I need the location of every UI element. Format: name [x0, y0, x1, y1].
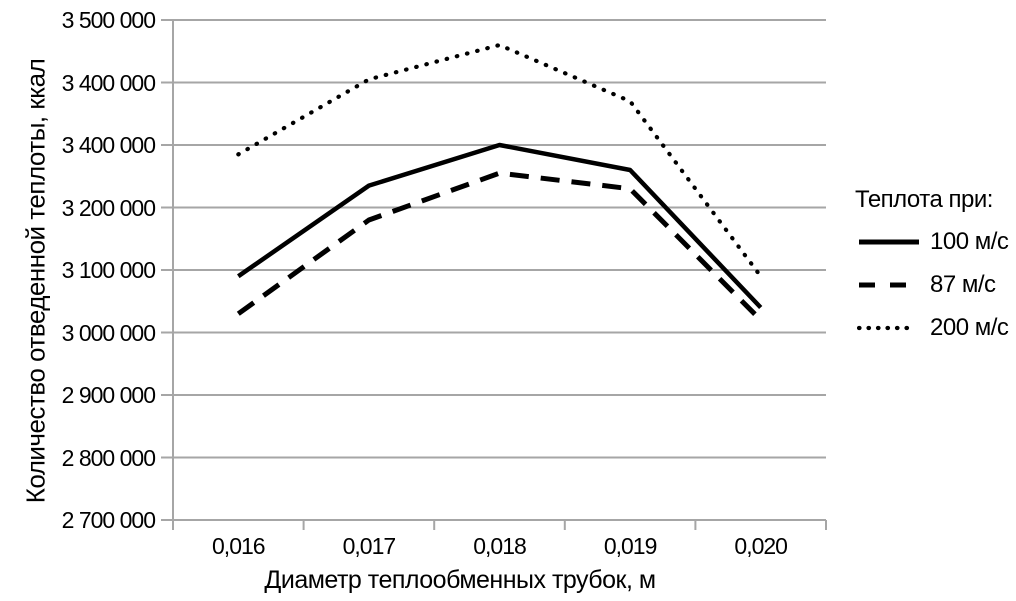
legend-item-label: 100 м/с: [930, 228, 1009, 255]
x-tick-label: 0,020: [734, 533, 788, 559]
x-tick-label: 0,018: [473, 533, 527, 559]
legend: Теплота при: 100 м/с 87 м/с 200 м/с: [853, 186, 1015, 343]
legend-item: 100 м/с: [853, 227, 1015, 257]
legend-item: 200 м/с: [853, 313, 1015, 343]
series-line-dashed: [236, 170, 763, 322]
y-tick-label: 3 400 000: [61, 132, 156, 158]
legend-item: 87 м/с: [853, 270, 1015, 300]
legend-items: 100 м/с 87 м/с 200 м/с: [853, 227, 1015, 343]
y-tick-label: 3 100 000: [61, 257, 156, 283]
y-tick-label: 2 700 000: [61, 507, 156, 533]
legend-title: Теплота при:: [855, 186, 993, 213]
dotted-line-sample-icon: [857, 325, 912, 331]
y-tick-label: 3 400 000: [61, 69, 156, 96]
x-tick-label: 0,019: [603, 533, 658, 559]
y-tick-label: 2 800 000: [61, 444, 156, 471]
x-axis-title: Диаметр теплообменных трубок, м: [264, 566, 656, 594]
x-tick-label: 0,017: [342, 533, 397, 559]
y-tick-label: 2 900 000: [61, 382, 156, 408]
solid-line-sample-icon: [859, 239, 919, 245]
y-tick-label: 3 500 000: [61, 7, 156, 33]
y-tick-label: 3 200 000: [61, 194, 156, 221]
x-tick-label: 0,016: [212, 533, 266, 559]
dashed-line-sample-icon: [859, 282, 909, 288]
series-line-solid: [237, 142, 763, 310]
y-tick-label: 3 000 000: [61, 319, 156, 346]
legend-item-label: 200 м/с: [930, 314, 1009, 341]
series-line-dotted: [236, 42, 763, 279]
legend-item-label: 87 м/с: [930, 271, 996, 298]
